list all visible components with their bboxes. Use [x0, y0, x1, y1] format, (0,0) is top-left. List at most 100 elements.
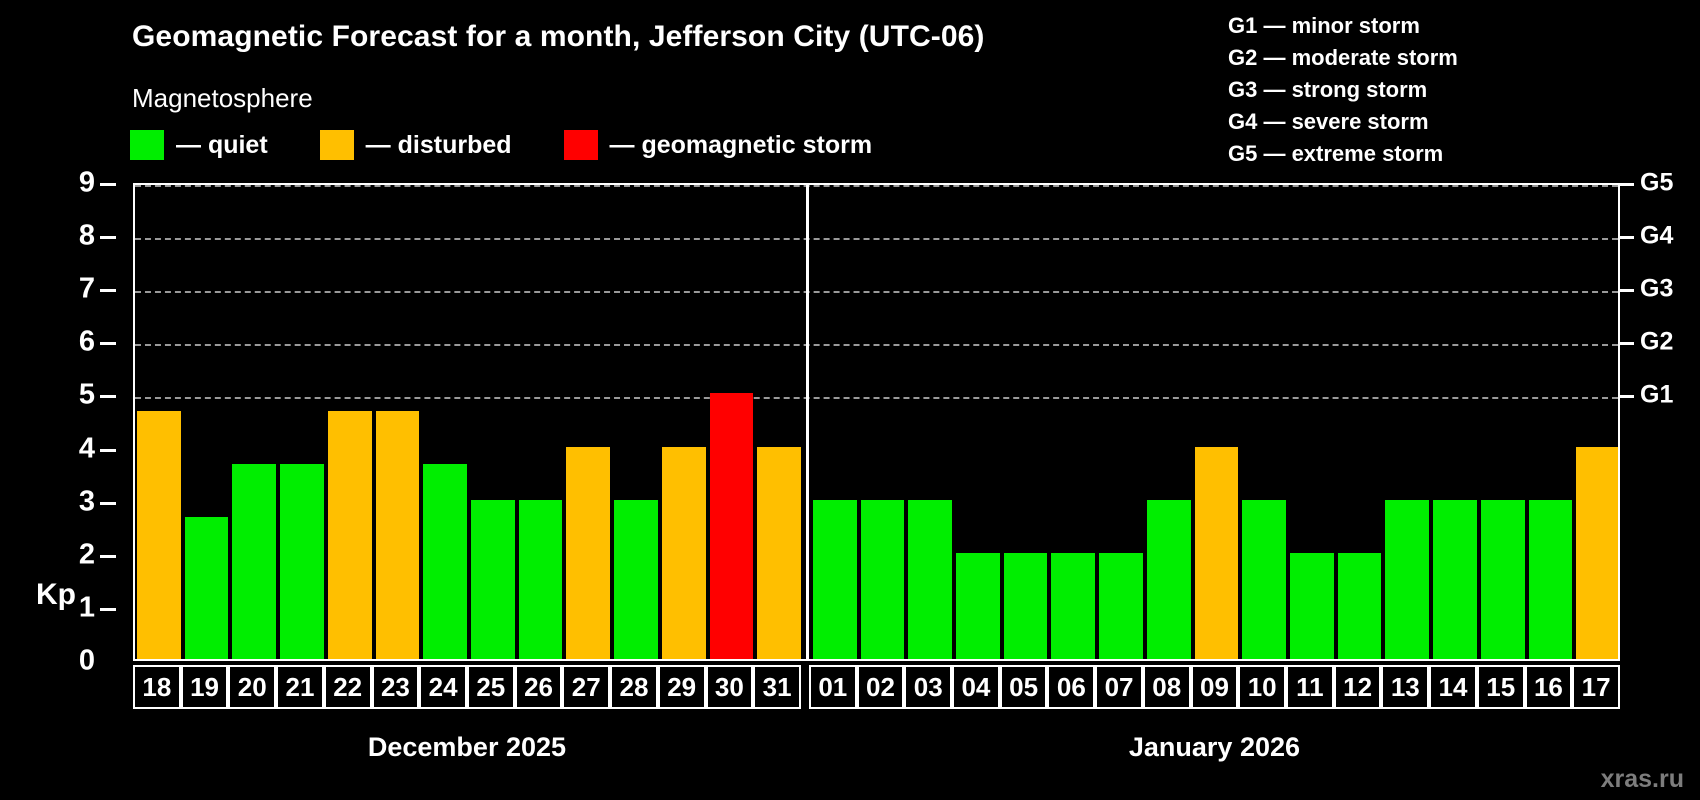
page-title: Geomagnetic Forecast for a month, Jeffer…	[132, 20, 985, 53]
bar-day-10	[1242, 499, 1287, 659]
bar-day-18	[137, 410, 181, 659]
day-label-07: 07	[1095, 665, 1143, 709]
g-tick-mark-G4	[1620, 236, 1634, 240]
month-label-december: December 2025	[367, 732, 567, 762]
legend-label-disturbed: — disturbed	[365, 130, 512, 159]
bar-day-08	[1146, 499, 1191, 659]
day-label-06: 06	[1047, 665, 1096, 709]
y-tick-mark-9	[100, 183, 116, 186]
y-axis-title: Kp	[36, 578, 76, 611]
day-label-20: 20	[228, 665, 277, 709]
y-tick-label-6: 6	[78, 325, 95, 358]
day-label-05: 05	[999, 665, 1048, 709]
bar-day-06	[1051, 552, 1096, 659]
g-tick-mark-G2	[1620, 342, 1634, 346]
day-label-15: 15	[1476, 665, 1525, 709]
y-tick-label-0: 0	[78, 644, 95, 677]
bar-day-16	[1528, 499, 1573, 659]
bar-day-04	[956, 552, 1000, 659]
month-label-january: January 2026	[1128, 732, 1301, 762]
bar-day-02	[860, 499, 905, 659]
day-label-26: 26	[514, 665, 563, 709]
plot-inner	[135, 185, 1618, 659]
g-tick-label-G3: G3	[1640, 274, 1674, 303]
g-scale-legend-row-1: G1 — minor storm	[1228, 13, 1420, 38]
y-tick-mark-8	[100, 236, 116, 240]
g-tick-mark-G3	[1620, 289, 1634, 293]
g-scale-legend-row-2: G2 — moderate storm	[1228, 45, 1458, 70]
legend-label-storm: — geomagnetic storm	[609, 130, 873, 159]
bar-day-22	[327, 410, 372, 659]
legend-item-quiet: — quiet	[130, 130, 268, 160]
bar-day-12	[1337, 552, 1382, 659]
y-tick-mark-1	[100, 607, 116, 611]
day-label-27: 27	[562, 665, 611, 709]
gridline-kp-6	[135, 344, 1618, 347]
bar-day-07	[1099, 552, 1143, 659]
bars-layer	[135, 185, 1618, 659]
day-label-29: 29	[657, 665, 706, 709]
legend-swatch-storm-icon	[563, 130, 598, 160]
bar-day-03	[908, 499, 953, 659]
bar-day-15	[1480, 499, 1525, 659]
y-tick-label-9: 9	[78, 166, 95, 199]
bar-day-17	[1576, 446, 1618, 659]
day-label-11: 11	[1286, 665, 1334, 709]
g-tick-mark-G5	[1620, 183, 1634, 186]
y-tick-label-8: 8	[78, 219, 95, 252]
y-tick-mark-6	[100, 342, 116, 346]
day-label-03: 03	[904, 665, 953, 709]
day-label-23: 23	[371, 665, 420, 709]
g-scale-legend-row-5: G5 — extreme storm	[1228, 141, 1444, 166]
g-tick-label-G5: G5	[1640, 168, 1674, 197]
month-divider	[805, 185, 809, 659]
y-tick-mark-5	[100, 395, 116, 399]
day-label-10: 10	[1238, 665, 1287, 709]
bar-day-25	[470, 499, 515, 659]
y-tick-label-2: 2	[78, 538, 95, 571]
day-label-08: 08	[1142, 665, 1191, 709]
g-scale-legend-row-4: G4 — severe storm	[1228, 109, 1429, 134]
day-label-19: 19	[180, 665, 229, 709]
y-axis: Kp 0 1 2 3 4 5 6 7 8 9	[0, 167, 133, 677]
day-label-25: 25	[466, 665, 515, 709]
day-label-17: 17	[1572, 665, 1620, 709]
plot-area	[133, 183, 1620, 661]
y-tick-label-3: 3	[78, 485, 95, 518]
g-tick-label-G1: G1	[1640, 380, 1674, 409]
day-label-24: 24	[419, 665, 467, 709]
day-label-31: 31	[753, 665, 801, 709]
bar-day-28	[614, 499, 658, 659]
g-tick-label-G2: G2	[1640, 327, 1674, 356]
day-label-30: 30	[705, 665, 754, 709]
y-tick-label-1: 1	[78, 591, 95, 624]
y-tick-mark-2	[100, 554, 116, 558]
bar-day-21	[280, 464, 324, 659]
g-tick-label-G4: G4	[1640, 221, 1674, 250]
day-label-13: 13	[1381, 665, 1430, 709]
y-tick-mark-7	[100, 289, 116, 293]
gridline-kp-8	[135, 238, 1618, 241]
day-label-28: 28	[610, 665, 658, 709]
y-tick-label-7: 7	[78, 272, 95, 305]
bar-day-30	[709, 393, 754, 659]
day-label-04: 04	[952, 665, 1000, 709]
day-label-02: 02	[856, 665, 905, 709]
day-label-16: 16	[1524, 665, 1573, 709]
gridline-kp-7	[135, 291, 1618, 294]
gridline-kp-5	[135, 397, 1618, 400]
bar-day-05	[1003, 552, 1048, 659]
magnetosphere-label: Magnetosphere	[132, 83, 313, 113]
bar-day-11	[1290, 552, 1334, 659]
bar-day-31	[757, 446, 801, 659]
bar-day-01	[812, 499, 857, 659]
color-legend: — quiet — disturbed — geomagnetic storm	[130, 130, 872, 160]
bar-day-29	[661, 446, 706, 659]
g-scale-legend: G1 — minor storm G2 — moderate storm G3 — …	[1228, 10, 1458, 170]
legend-item-storm: — geomagnetic storm	[563, 130, 873, 160]
day-label-18: 18	[133, 665, 181, 709]
g-axis: G1 G2 G3 G4 G5	[1620, 169, 1700, 661]
g-scale-legend-row-3: G3 — strong storm	[1228, 77, 1428, 102]
gridline-kp-9	[135, 185, 1618, 187]
bar-day-20	[232, 464, 277, 659]
